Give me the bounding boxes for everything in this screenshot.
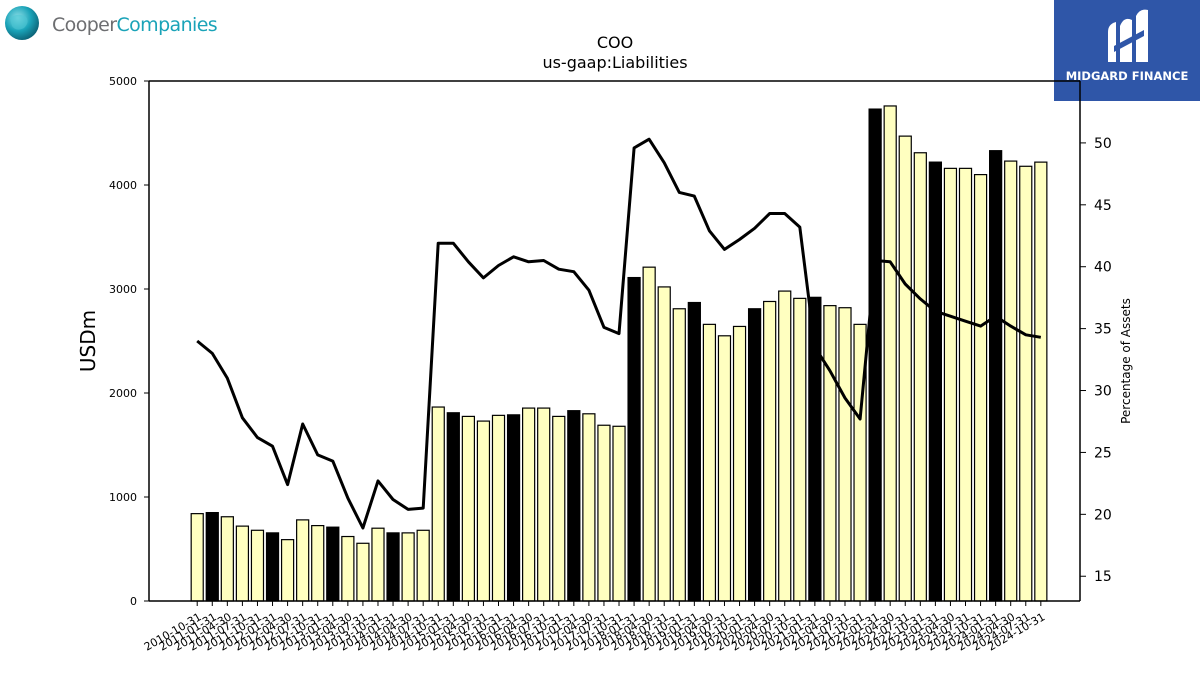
- bar: [672, 308, 686, 602]
- bar: [371, 527, 385, 602]
- y-tick-label: 0: [130, 595, 137, 608]
- y-tick-label: 1000: [109, 491, 137, 504]
- bar: [793, 297, 807, 602]
- bar: [717, 335, 732, 602]
- bar: [552, 415, 566, 602]
- bar: [461, 415, 475, 602]
- bar: [582, 413, 596, 602]
- y2-tick-label: 50: [1094, 136, 1112, 152]
- badge-text: MIDGARD FINANCE: [1065, 69, 1189, 83]
- bar: [913, 152, 927, 602]
- bar: [763, 300, 777, 602]
- bar: [958, 167, 973, 602]
- bar: [642, 266, 656, 602]
- y-tick-label: 4000: [109, 179, 137, 192]
- globe-icon: [5, 6, 39, 40]
- bar: [838, 307, 852, 602]
- bar: [311, 524, 325, 602]
- bar: [732, 325, 747, 602]
- bar: [250, 529, 265, 602]
- bar: [491, 414, 506, 602]
- y2-tick-label: 35: [1094, 322, 1112, 338]
- bar: [220, 516, 234, 602]
- y2-tick-label: 20: [1094, 507, 1112, 523]
- bar: [1019, 165, 1033, 602]
- y2-tick-label: 15: [1094, 569, 1112, 585]
- bar: [506, 414, 521, 602]
- y2-tick-label: 25: [1094, 445, 1112, 461]
- bar: [537, 407, 551, 602]
- bar: [687, 301, 701, 602]
- percentage-line: [196, 137, 1042, 530]
- bar: [567, 410, 581, 602]
- y2-axis-label: Percentage of Assets: [1119, 298, 1133, 424]
- bar: [190, 513, 204, 602]
- bar: [522, 407, 536, 602]
- bar: [612, 425, 626, 602]
- midgard-finance-badge: MIDGARD FINANCE: [1054, 0, 1200, 101]
- bar: [205, 511, 219, 602]
- bar: [235, 525, 250, 602]
- midgard-logo-icon: [1108, 9, 1148, 63]
- bar: [341, 535, 355, 602]
- bar: [386, 532, 400, 602]
- y2-tick-label: 40: [1094, 260, 1112, 276]
- bar: [1004, 160, 1018, 602]
- bar: [476, 420, 491, 602]
- bar: [401, 532, 415, 602]
- bar: [326, 526, 340, 602]
- bar: [416, 529, 430, 602]
- y-tick-label: 5000: [109, 75, 137, 88]
- y2-tick-label: 30: [1094, 384, 1112, 400]
- bar: [356, 542, 370, 602]
- y-axis-label: USDm: [76, 310, 100, 372]
- y-tick-label: 2000: [109, 387, 137, 400]
- y-tick-label: 3000: [109, 283, 137, 296]
- bar: [265, 532, 280, 602]
- bar: [702, 323, 717, 602]
- bar: [928, 161, 943, 602]
- bar: [446, 412, 460, 602]
- bar: [296, 519, 310, 602]
- bar: [597, 424, 611, 602]
- y2-tick-label: 45: [1094, 198, 1112, 214]
- chart-subtitle: us-gaap:Liabilities: [542, 53, 688, 72]
- bar: [778, 290, 792, 602]
- bar: [898, 135, 912, 602]
- cooper-companies-logo: CooperCompanies: [4, 4, 218, 44]
- chart-title: COO: [596, 33, 634, 52]
- company-name-word2: Companies: [116, 14, 218, 36]
- bar: [280, 539, 295, 602]
- bar: [973, 174, 988, 602]
- bar: [823, 305, 837, 602]
- bar: [868, 108, 882, 602]
- bar: [883, 105, 897, 602]
- bar: [943, 167, 958, 602]
- bar: [431, 406, 445, 602]
- company-name: CooperCompanies: [52, 14, 218, 36]
- bar: [747, 308, 762, 602]
- bar: [989, 150, 1003, 602]
- bar: [1034, 161, 1048, 602]
- bar: [627, 276, 641, 602]
- bar: [657, 286, 671, 602]
- company-name-word1: Cooper: [52, 14, 117, 36]
